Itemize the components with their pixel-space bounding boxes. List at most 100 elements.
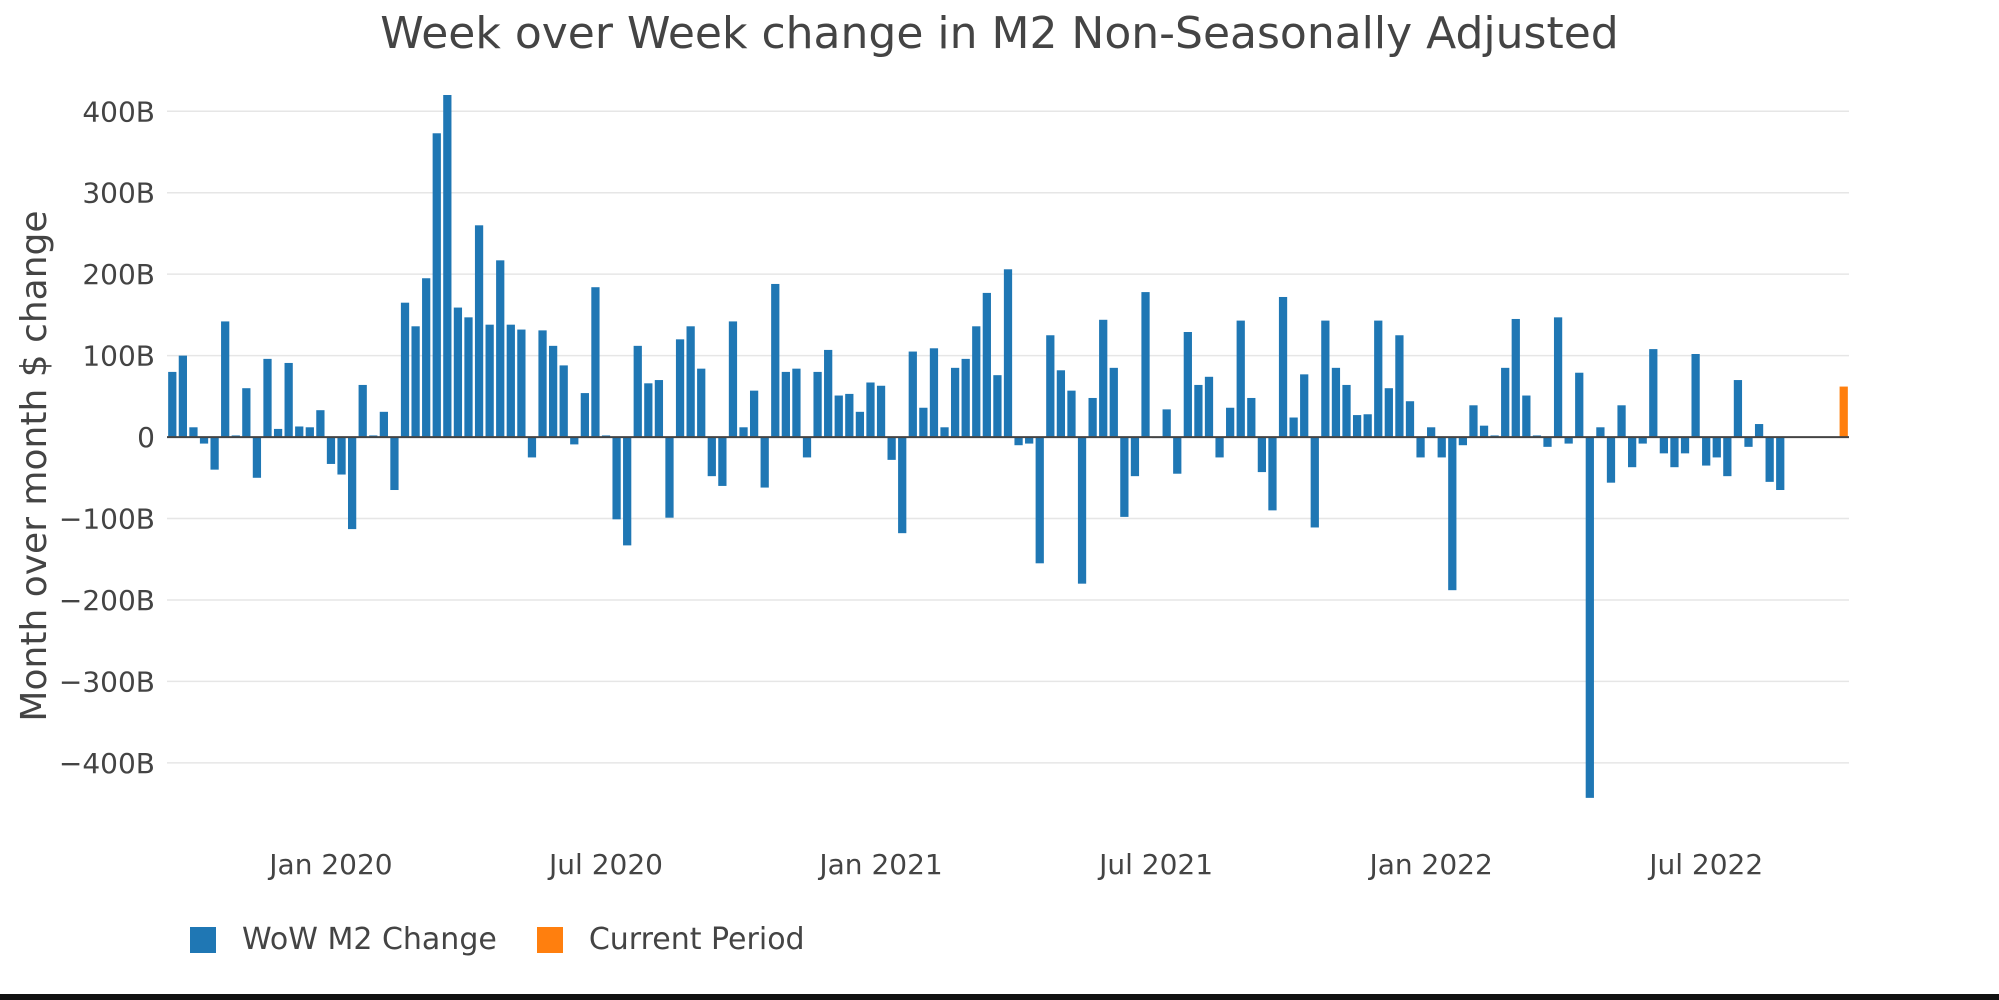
bar[interactable] [295,426,304,438]
bar[interactable] [432,133,441,438]
bar[interactable] [675,339,685,438]
bar[interactable] [1321,320,1330,438]
bar[interactable] [316,410,325,438]
bar[interactable] [1046,335,1055,438]
bar[interactable] [1839,386,1848,438]
bar[interactable] [390,437,399,491]
bar[interactable] [1511,318,1520,438]
bar[interactable] [1469,405,1478,438]
bar[interactable] [1278,296,1288,438]
bar[interactable] [263,358,272,438]
bar[interactable] [855,411,865,438]
bar[interactable] [1448,437,1457,591]
bar[interactable] [1352,415,1362,438]
bar[interactable] [305,427,314,438]
bar[interactable] [950,367,960,438]
bar[interactable] [813,371,822,438]
bar[interactable] [1617,405,1626,438]
bar[interactable] [982,292,991,438]
bar[interactable] [1310,437,1319,528]
bar[interactable] [1014,437,1023,446]
legend-item-current[interactable]: Current Period [536,922,805,957]
bar[interactable] [1479,425,1489,438]
legend-item-wow[interactable]: WoW M2 Change [190,922,497,957]
bar[interactable] [908,351,917,438]
bar[interactable] [739,427,748,438]
bar[interactable] [654,380,664,438]
bar[interactable] [1575,372,1584,438]
bar[interactable] [1776,437,1785,491]
bar[interactable] [802,437,812,458]
bar[interactable] [834,395,843,438]
bar[interactable] [1733,380,1743,438]
bar[interactable] [1268,437,1277,511]
bar[interactable] [1120,437,1129,517]
bar[interactable] [1437,437,1446,458]
bar[interactable] [771,283,780,438]
bar[interactable] [1723,437,1732,477]
bar[interactable] [548,345,558,438]
bar[interactable] [1173,437,1182,474]
bar[interactable] [1427,427,1436,438]
bar[interactable] [993,375,1002,438]
bar[interactable] [1649,349,1658,438]
bar[interactable] [1226,407,1235,438]
bar[interactable] [168,371,177,438]
bar[interactable] [1628,437,1637,468]
bar[interactable] [1077,437,1087,584]
bar[interactable] [972,326,981,438]
bar[interactable] [697,368,706,438]
bar[interactable] [749,390,759,438]
bar[interactable] [1754,424,1764,438]
bar[interactable] [1342,384,1351,438]
bar[interactable] [1035,437,1044,564]
bar[interactable] [464,317,473,438]
bar[interactable] [242,388,251,438]
bar[interactable] [400,302,410,438]
bar[interactable] [1638,437,1647,444]
bar[interactable] [1405,401,1415,438]
bar[interactable] [1088,397,1097,438]
bar[interactable] [1564,437,1573,444]
bar[interactable] [1067,390,1076,438]
bar[interactable] [1458,437,1468,446]
bar[interactable] [612,437,621,520]
bar[interactable] [210,437,219,470]
bar[interactable] [453,307,463,438]
bar[interactable] [792,368,801,438]
bar[interactable] [284,362,293,438]
bar[interactable] [760,437,769,488]
bar[interactable] [1596,427,1605,438]
bar[interactable] [1109,367,1118,438]
bar[interactable] [273,428,283,438]
bar[interactable] [1247,397,1256,438]
bar[interactable] [824,349,833,438]
bar[interactable] [591,287,600,438]
bar[interactable] [898,437,907,534]
bar[interactable] [728,321,738,438]
bar[interactable] [1099,319,1108,438]
bar[interactable] [570,437,579,445]
bar[interactable] [876,385,886,438]
bar[interactable] [887,437,896,460]
bar[interactable] [1522,395,1531,438]
bar[interactable] [538,330,547,438]
bar[interactable] [1744,437,1753,447]
bar[interactable] [1236,320,1245,438]
bar[interactable] [348,437,357,530]
bar[interactable] [1670,437,1679,468]
bar[interactable] [919,407,928,438]
bar[interactable] [1300,374,1309,438]
bar[interactable] [1691,353,1700,438]
bar[interactable] [1194,384,1203,438]
bar[interactable] [1585,437,1594,798]
bar[interactable] [199,437,209,444]
bar[interactable] [1384,388,1393,438]
bar[interactable] [379,411,388,438]
bar[interactable] [845,393,854,438]
bar[interactable] [326,437,336,464]
bar[interactable] [189,427,198,438]
bar[interactable] [1765,437,1774,482]
bar[interactable] [337,437,346,475]
bar[interactable] [1141,292,1150,438]
